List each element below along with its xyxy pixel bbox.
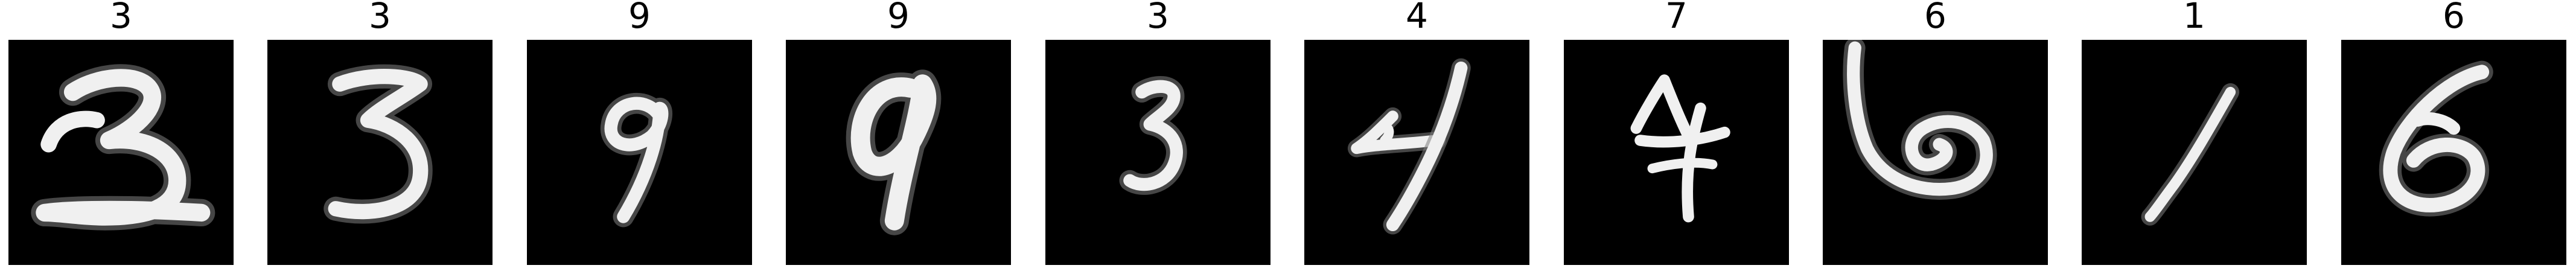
nine-digit-icon — [846, 69, 942, 235]
digit-image — [1045, 40, 1270, 265]
sample-panel-1: 3 — [8, 0, 234, 271]
sample-panel-7: 7 — [1564, 0, 1789, 271]
digit-image — [786, 40, 1011, 265]
seven-digit-icon — [1630, 74, 1730, 223]
sample-label: 6 — [1924, 0, 1946, 36]
six-digit-icon — [2379, 60, 2493, 217]
digit-image — [2341, 40, 2566, 265]
sample-panel-10: 6 — [2341, 0, 2566, 271]
four-digit-icon — [1347, 58, 1471, 235]
three-digit-icon — [324, 64, 433, 224]
sample-panel-3: 9 — [527, 0, 752, 271]
sample-panel-9: 1 — [2082, 0, 2307, 271]
digit-image — [2082, 40, 2307, 265]
digit-image — [527, 40, 752, 265]
nine-digit-icon — [600, 92, 673, 228]
sample-label: 3 — [110, 0, 132, 36]
sample-panel-2: 3 — [267, 0, 493, 271]
sample-label: 6 — [2443, 0, 2465, 36]
six-digit-icon — [1843, 40, 1997, 200]
sample-panel-5: 3 — [1045, 0, 1270, 271]
sample-label: 7 — [1665, 0, 1688, 36]
digit-image — [1564, 40, 1789, 265]
digit-image — [267, 40, 493, 265]
digit-image — [1823, 40, 2048, 265]
sample-label: 1 — [2183, 0, 2205, 36]
one-digit-icon — [2141, 83, 2240, 226]
sample-label: 3 — [1147, 0, 1169, 36]
three-digit-icon — [31, 64, 215, 231]
three-digit-icon — [1119, 76, 1187, 195]
sample-label: 3 — [369, 0, 391, 36]
sample-label: 9 — [628, 0, 651, 36]
sample-panel-6: 4 — [1304, 0, 1529, 271]
digit-image — [8, 40, 234, 265]
sample-panel-8: 6 — [1823, 0, 2048, 271]
sample-panel-4: 9 — [786, 0, 1011, 271]
sample-label: 9 — [887, 0, 910, 36]
sample-label: 4 — [1406, 0, 1428, 36]
digit-image — [1304, 40, 1529, 265]
